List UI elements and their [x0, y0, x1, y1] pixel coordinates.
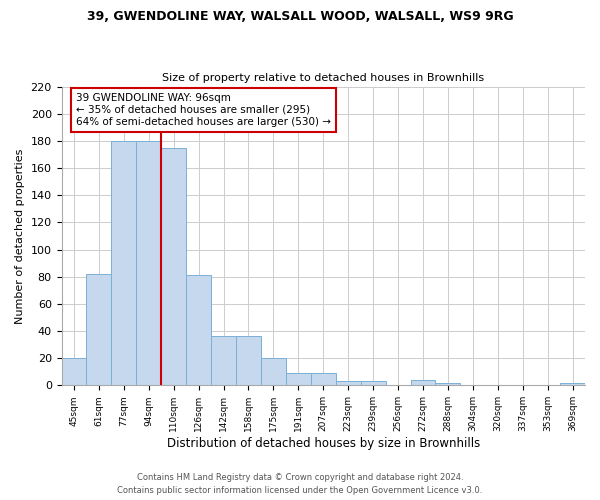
Text: 39 GWENDOLINE WAY: 96sqm
← 35% of detached houses are smaller (295)
64% of semi-: 39 GWENDOLINE WAY: 96sqm ← 35% of detach…: [76, 94, 331, 126]
Bar: [361, 382, 386, 386]
Text: Contains HM Land Registry data © Crown copyright and database right 2024.
Contai: Contains HM Land Registry data © Crown c…: [118, 474, 482, 495]
Bar: [286, 373, 311, 386]
Bar: [186, 276, 211, 386]
Bar: [161, 148, 186, 386]
Title: Size of property relative to detached houses in Brownhills: Size of property relative to detached ho…: [162, 73, 484, 83]
Bar: [261, 358, 286, 386]
X-axis label: Distribution of detached houses by size in Brownhills: Distribution of detached houses by size …: [167, 437, 480, 450]
Bar: [436, 382, 460, 386]
Bar: [86, 274, 112, 386]
Bar: [62, 358, 86, 386]
Bar: [236, 336, 261, 386]
Bar: [136, 141, 161, 386]
Bar: [112, 141, 136, 386]
Text: 39, GWENDOLINE WAY, WALSALL WOOD, WALSALL, WS9 9RG: 39, GWENDOLINE WAY, WALSALL WOOD, WALSAL…: [86, 10, 514, 23]
Bar: [336, 382, 361, 386]
Bar: [211, 336, 236, 386]
Y-axis label: Number of detached properties: Number of detached properties: [15, 148, 25, 324]
Bar: [311, 373, 336, 386]
Bar: [560, 382, 585, 386]
Bar: [410, 380, 436, 386]
